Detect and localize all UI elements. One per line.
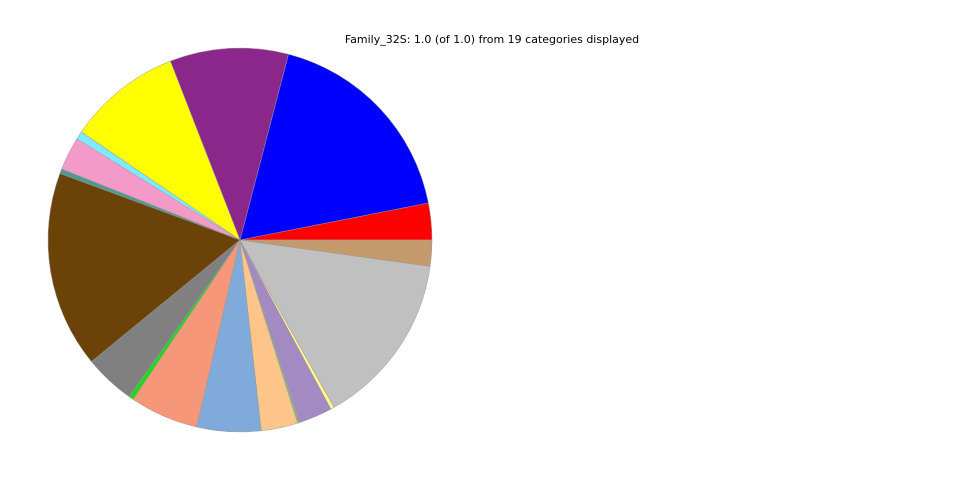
pie-slice — [80, 60, 241, 241]
pie-slice — [239, 239, 433, 267]
pie-slice — [170, 47, 289, 241]
pie-slice — [239, 239, 431, 408]
pie-slice — [239, 53, 429, 241]
pie-slice — [47, 173, 241, 362]
chart-title: Family_32S: 1.0 (of 1.0) from 19 categor… — [345, 33, 639, 46]
